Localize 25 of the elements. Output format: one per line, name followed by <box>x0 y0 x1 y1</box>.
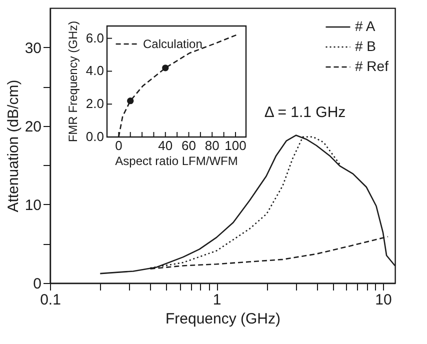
x-tick-label: 100 <box>224 138 246 153</box>
y-axis-title: Attenuation (dB/cm) <box>4 80 22 212</box>
x-tick-label: 0 <box>115 138 122 153</box>
y-tick-label: 10 <box>24 196 42 214</box>
y-tick-label: 20 <box>24 118 42 136</box>
y-tick-label: 6.0 <box>86 30 104 46</box>
x-tick-label: 0.1 <box>40 292 61 308</box>
x-tick-label: 1 <box>212 292 222 308</box>
legend-label: # B <box>355 38 376 54</box>
x-axis-title: Aspect ratio LFM/WFM <box>115 154 238 168</box>
x-tick-label: 10 <box>375 292 392 308</box>
y-tick-label: 0.0 <box>86 129 104 144</box>
legend-label: Calculation <box>143 37 202 51</box>
y-tick-label: 2.0 <box>86 96 104 112</box>
y-tick-label: 0 <box>33 276 42 292</box>
y-tick-label: 30 <box>24 40 42 57</box>
y-tick-label: 4.0 <box>86 63 104 78</box>
x-tick-label: 80 <box>204 138 220 153</box>
legend-label: # Ref <box>355 58 389 74</box>
legend-label: # A <box>355 18 376 34</box>
x-axis-title: Frequency (GHz) <box>165 310 281 328</box>
y-axis-title: FMR Frequency (GHz) <box>66 20 80 142</box>
x-tick-label: 40 <box>158 138 173 153</box>
annotation: Δ = 1.1 GHz <box>264 104 346 121</box>
x-tick-label: 60 <box>182 138 196 153</box>
